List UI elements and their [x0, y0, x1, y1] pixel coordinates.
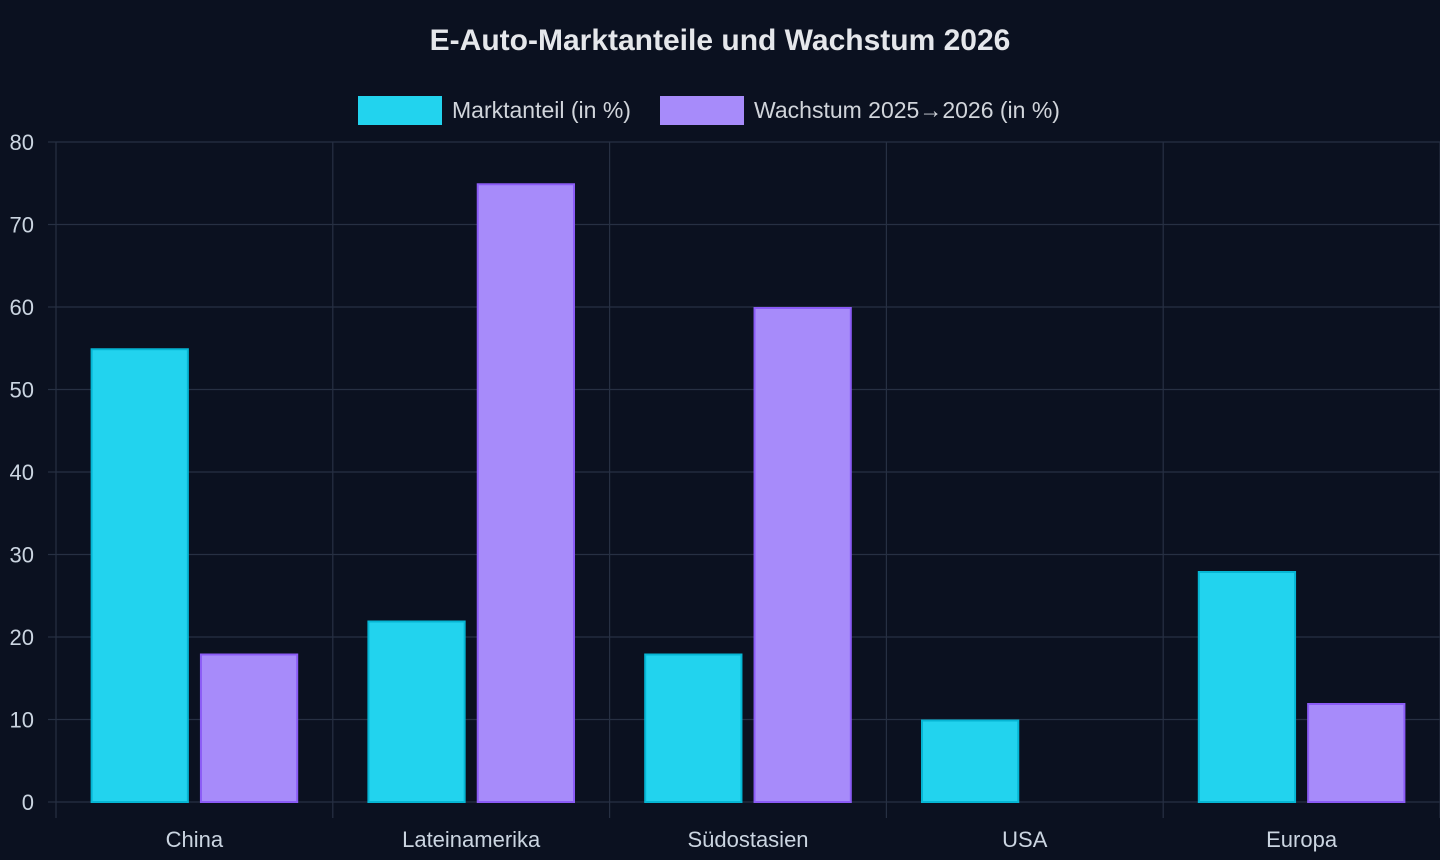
y-tick-label: 50: [10, 378, 34, 403]
bars: [90, 183, 1406, 803]
x-tick-label: Lateinamerika: [402, 827, 541, 852]
legend-item-wachstum[interactable]: Wachstum 2025→2026 (in %): [660, 96, 1060, 125]
x-axis-ticks: China Lateinamerika Südostasien USA Europa: [166, 827, 1338, 852]
bar-wachstum-0[interactable]: [199, 653, 299, 803]
y-tick-label: 10: [10, 708, 34, 733]
x-tick-label: Südostasien: [687, 827, 808, 852]
x-tick-label: Europa: [1266, 827, 1338, 852]
legend-item-marktanteil[interactable]: Marktanteil (in %): [358, 96, 631, 125]
y-tick-label: 0: [22, 790, 34, 815]
legend-swatch-wachstum: [660, 96, 744, 125]
x-tick-label: China: [166, 827, 224, 852]
x-tick-label: USA: [1002, 827, 1048, 852]
legend: Marktanteil (in %) Wachstum 2025→2026 (i…: [358, 96, 1060, 125]
y-tick-label: 60: [10, 295, 34, 320]
y-tick-label: 40: [10, 460, 34, 485]
bar-wachstum-1[interactable]: [476, 183, 575, 803]
y-tick-label: 80: [10, 130, 34, 155]
y-tick-label: 70: [10, 213, 34, 238]
bar-marktanteil-3[interactable]: [921, 719, 1020, 803]
bar-marktanteil-2[interactable]: [644, 653, 743, 803]
bar-marktanteil-0[interactable]: [90, 348, 189, 803]
legend-swatch-marktanteil: [358, 96, 442, 125]
y-axis-ticks: 0 10 20 30 40 50 60 70 80: [10, 130, 34, 815]
chart-title: E-Auto-Marktanteile und Wachstum 2026: [430, 24, 1011, 57]
bar-wachstum-2[interactable]: [753, 307, 852, 803]
bar-wachstum-4[interactable]: [1307, 703, 1406, 803]
bar-marktanteil-1[interactable]: [367, 620, 466, 803]
y-tick-label: 30: [10, 543, 34, 568]
y-tick-label: 20: [10, 625, 34, 650]
legend-label-marktanteil: Marktanteil (in %): [452, 97, 631, 123]
legend-label-wachstum: Wachstum 2025→2026 (in %): [754, 97, 1060, 123]
bar-marktanteil-4[interactable]: [1197, 571, 1297, 803]
